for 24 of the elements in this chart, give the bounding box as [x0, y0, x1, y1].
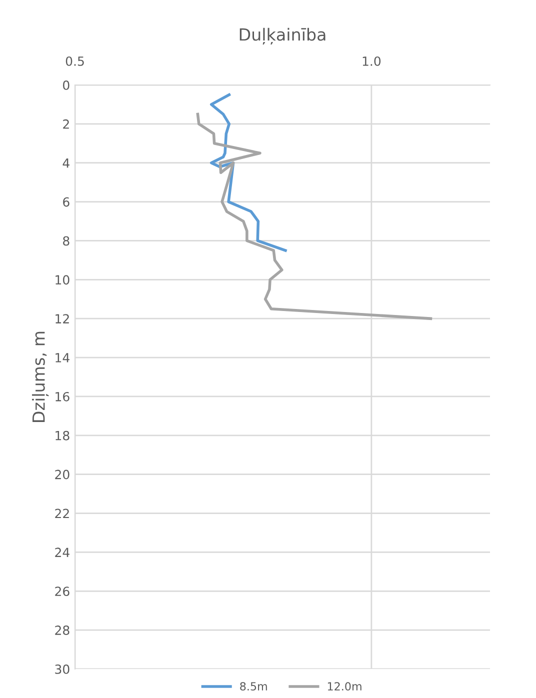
- chart-title: Duļķainība: [240, 28, 326, 45]
- y-tick-label: 24: [55, 548, 70, 557]
- y-axis-title: Dziļums, m: [32, 332, 49, 422]
- legend-label: 12.0m: [328, 682, 362, 691]
- y-tick-label: 22: [55, 508, 69, 518]
- y-tick-label: 14: [56, 353, 70, 362]
- line-series: [210, 93, 287, 252]
- y-tick-label: 26: [55, 586, 70, 596]
- y-tick-label: 16: [56, 392, 70, 402]
- y-tick-label: 12: [56, 314, 69, 324]
- x-tick-label: 1.0: [362, 56, 381, 66]
- y-tick-label: 10: [56, 275, 70, 285]
- y-tick-label: 18: [56, 430, 70, 440]
- y-tick-label: 4: [62, 158, 70, 168]
- y-tick-label: 2: [63, 119, 69, 129]
- y-tick-label: 8: [63, 236, 70, 246]
- legend-label: 8.5m: [240, 682, 267, 691]
- y-tick-label: 28: [55, 626, 70, 635]
- y-tick-label: 0: [63, 80, 70, 90]
- x-tick-label: 0.5: [66, 56, 84, 66]
- y-tick-label: 6: [63, 197, 70, 207]
- y-tick-label: 20: [55, 470, 70, 480]
- line-series: [196, 112, 432, 320]
- y-tick-label: 30: [55, 664, 70, 674]
